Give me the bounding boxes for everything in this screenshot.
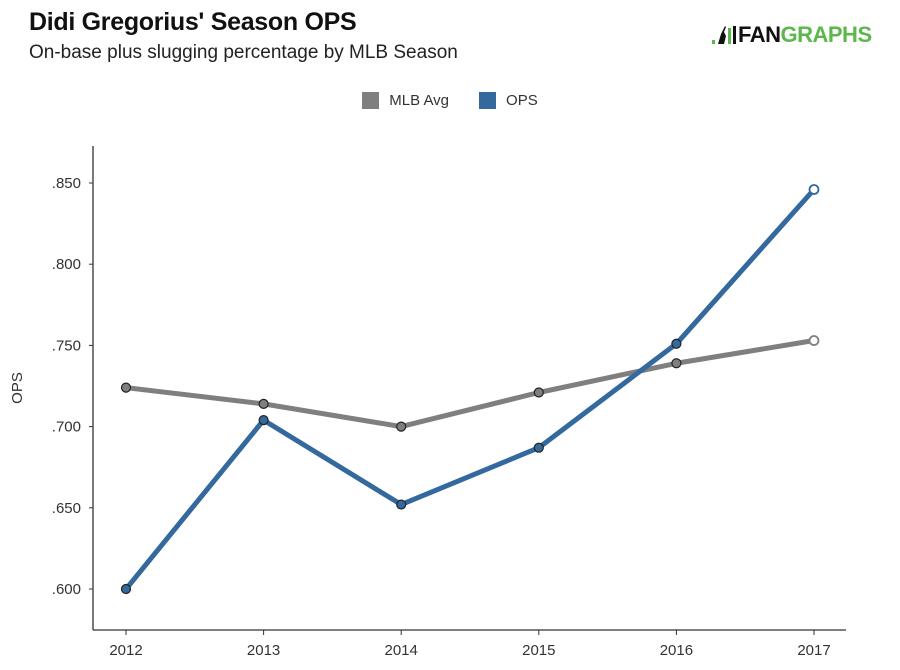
- x-tick-label: 2013: [247, 642, 280, 659]
- legend-item-ops[interactable]: OPS: [479, 92, 538, 109]
- data-point-mlb-avg[interactable]: [120, 382, 132, 393]
- chart-subtitle: On-base plus slugging percentage by MLB …: [29, 42, 458, 63]
- series-group: [120, 184, 820, 595]
- logo-text-graphs: GRAPHS: [780, 22, 873, 47]
- legend-swatch-ops: [479, 92, 497, 109]
- data-point-ops[interactable]: [120, 583, 132, 595]
- x-tick-label: 2017: [797, 642, 830, 659]
- axes: .600 .650 .700 .750 .800 .850 2012 2013 2014 2015…: [52, 146, 846, 659]
- legend-item-mlb-avg[interactable]: MLB Avg: [362, 92, 449, 109]
- batter-logo-icon: [712, 26, 736, 44]
- series-mlb-avg: [120, 335, 820, 432]
- x-tick-label: 2012: [109, 642, 142, 659]
- y-tick-label: .600: [52, 581, 81, 598]
- legend: MLB Avg OPS: [0, 92, 900, 109]
- y-tick-label: .850: [52, 175, 81, 192]
- data-point-ops[interactable]: [533, 442, 544, 453]
- x-tick-label: 2016: [660, 642, 693, 659]
- data-point-ops[interactable]: [671, 338, 682, 349]
- fangraphs-logo: FAN GRAPHS: [712, 22, 872, 48]
- data-point-mlb-avg[interactable]: [671, 358, 682, 369]
- data-point-ops[interactable]: [258, 415, 269, 426]
- legend-label-mlb-avg: MLB Avg: [389, 92, 450, 109]
- data-point-ops[interactable]: [396, 499, 407, 510]
- y-axis-title: OPS: [9, 372, 26, 404]
- series-line-ops: [123, 186, 817, 592]
- series-line-mlb-avg: [123, 338, 817, 430]
- data-point-ops[interactable]: [808, 184, 820, 195]
- logo-text-fan: FAN: [738, 22, 781, 47]
- y-tick-label: .650: [52, 500, 81, 517]
- data-point-mlb-avg[interactable]: [258, 398, 269, 409]
- series-ops: [120, 184, 820, 595]
- data-point-mlb-avg[interactable]: [533, 387, 544, 398]
- y-tick-label: .700: [52, 419, 81, 436]
- x-tick-label: 2015: [522, 642, 555, 659]
- data-point-mlb-avg[interactable]: [396, 421, 407, 432]
- y-tick-label: .750: [52, 337, 81, 354]
- y-tick-label: .800: [52, 256, 81, 273]
- data-point-mlb-avg[interactable]: [808, 335, 820, 346]
- chart-title: Didi Gregorius' Season OPS: [29, 8, 357, 36]
- legend-label-ops: OPS: [506, 92, 538, 109]
- x-tick-label: 2014: [385, 642, 418, 659]
- legend-swatch-mlb-avg: [362, 92, 380, 109]
